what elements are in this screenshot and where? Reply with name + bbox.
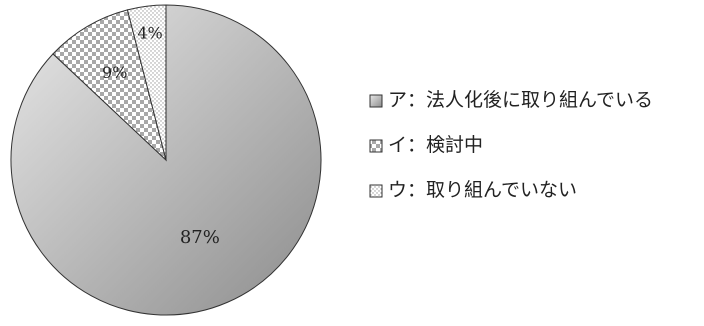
legend-swatch-1 xyxy=(369,94,383,108)
data-label-1: 87% xyxy=(180,227,220,248)
legend-swatch-3 xyxy=(369,184,383,198)
pie-slice-2 xyxy=(52,9,167,162)
data-labels-group: 87% 9% 4% xyxy=(102,23,220,248)
data-label-3: 4% xyxy=(137,23,162,42)
pie-slice-3 xyxy=(126,4,167,161)
legend-label-2: イ：検討中 xyxy=(388,134,483,156)
slices-group xyxy=(10,4,322,316)
legend-swatch-2 xyxy=(369,139,383,153)
data-label-2: 9% xyxy=(102,63,127,82)
legend-label-1: ア：法人化後に取り組んでいる xyxy=(388,89,653,111)
legend-label-3: ウ：取り組んでいない xyxy=(388,179,577,201)
